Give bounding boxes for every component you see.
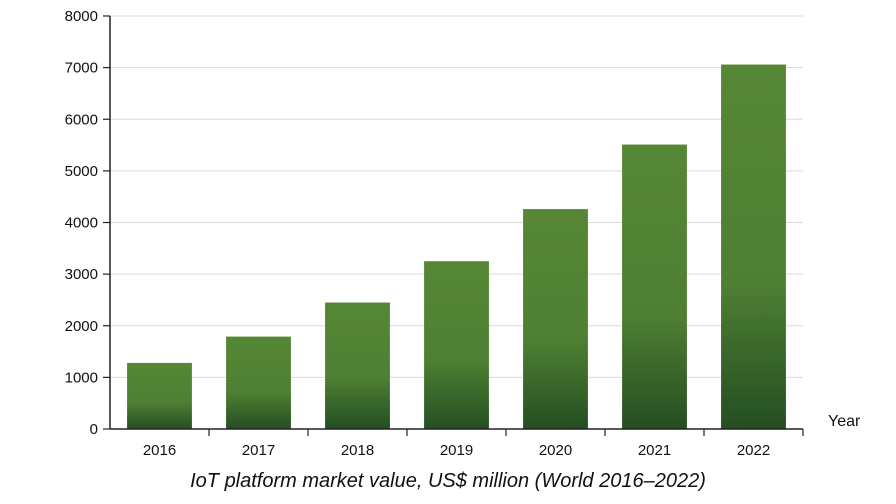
y-tick-label: 5000	[65, 163, 98, 180]
bar-2021	[622, 144, 687, 429]
bar-2017	[226, 336, 291, 429]
y-tick-label: 8000	[65, 8, 98, 25]
y-tick-label: 4000	[65, 215, 98, 232]
y-tick-label: 0	[90, 421, 98, 438]
bar-2019	[424, 261, 489, 429]
bar-2018	[325, 302, 390, 429]
y-tick-label: 1000	[65, 369, 98, 386]
bar-2020	[523, 209, 588, 429]
y-tick-label: 7000	[65, 60, 98, 77]
y-tick-label: 3000	[65, 266, 98, 283]
x-tick-label: 2019	[440, 442, 473, 459]
x-axis-label: Year	[828, 413, 861, 430]
x-tick-label: 2020	[539, 442, 572, 459]
bar-2016	[127, 362, 192, 429]
bar-2022	[721, 64, 786, 429]
y-tick-label: 6000	[65, 111, 98, 128]
x-tick-label: 2021	[638, 442, 671, 459]
chart-title: IoT platform market value, US$ million (…	[190, 470, 706, 492]
y-tick-label: 2000	[65, 318, 98, 335]
x-tick-label: 2017	[242, 442, 275, 459]
bars	[127, 64, 786, 429]
x-tick-label: 2022	[737, 442, 770, 459]
x-tick-labels: 2016 2017 2018 2019 2020 2021 2022	[143, 429, 804, 459]
x-tick-label: 2016	[143, 442, 176, 459]
y-tick-labels: 0 1000 2000 3000 4000 5000 6000 7000 8000	[65, 8, 110, 438]
x-tick-label: 2018	[341, 442, 374, 459]
